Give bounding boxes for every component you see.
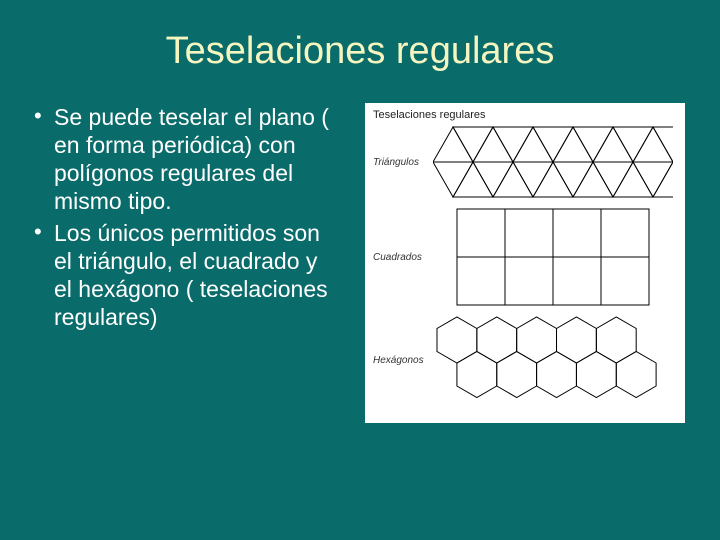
bullet-item: Los únicos permitidos son el triángulo, …	[30, 219, 340, 331]
figure-column: Teselaciones regulares Triángulos Cuadra…	[360, 103, 690, 423]
panel-label: Triángulos	[373, 157, 433, 168]
squares-panel: Cuadrados	[373, 207, 677, 307]
figure-title: Teselaciones regulares	[373, 109, 677, 121]
triangles-svg-wrap	[433, 125, 677, 199]
hexagons-diagram	[433, 315, 673, 405]
bullet-list: Se puede teselar el plano ( en forma per…	[30, 103, 340, 331]
hexagons-panel: Hexágonos	[373, 315, 677, 405]
text-column: Se puede teselar el plano ( en forma per…	[30, 103, 340, 423]
content-row: Se puede teselar el plano ( en forma per…	[0, 103, 720, 423]
squares-diagram	[433, 207, 673, 307]
hexagons-svg-wrap	[433, 315, 677, 405]
panel-label: Hexágonos	[373, 355, 433, 366]
panel-label: Cuadrados	[373, 252, 433, 263]
tessellation-figure: Teselaciones regulares Triángulos Cuadra…	[365, 103, 685, 423]
triangles-diagram	[433, 125, 673, 199]
slide-title: Teselaciones regulares	[0, 0, 720, 103]
squares-svg-wrap	[433, 207, 677, 307]
bullet-item: Se puede teselar el plano ( en forma per…	[30, 103, 340, 215]
triangles-panel: Triángulos	[373, 125, 677, 199]
